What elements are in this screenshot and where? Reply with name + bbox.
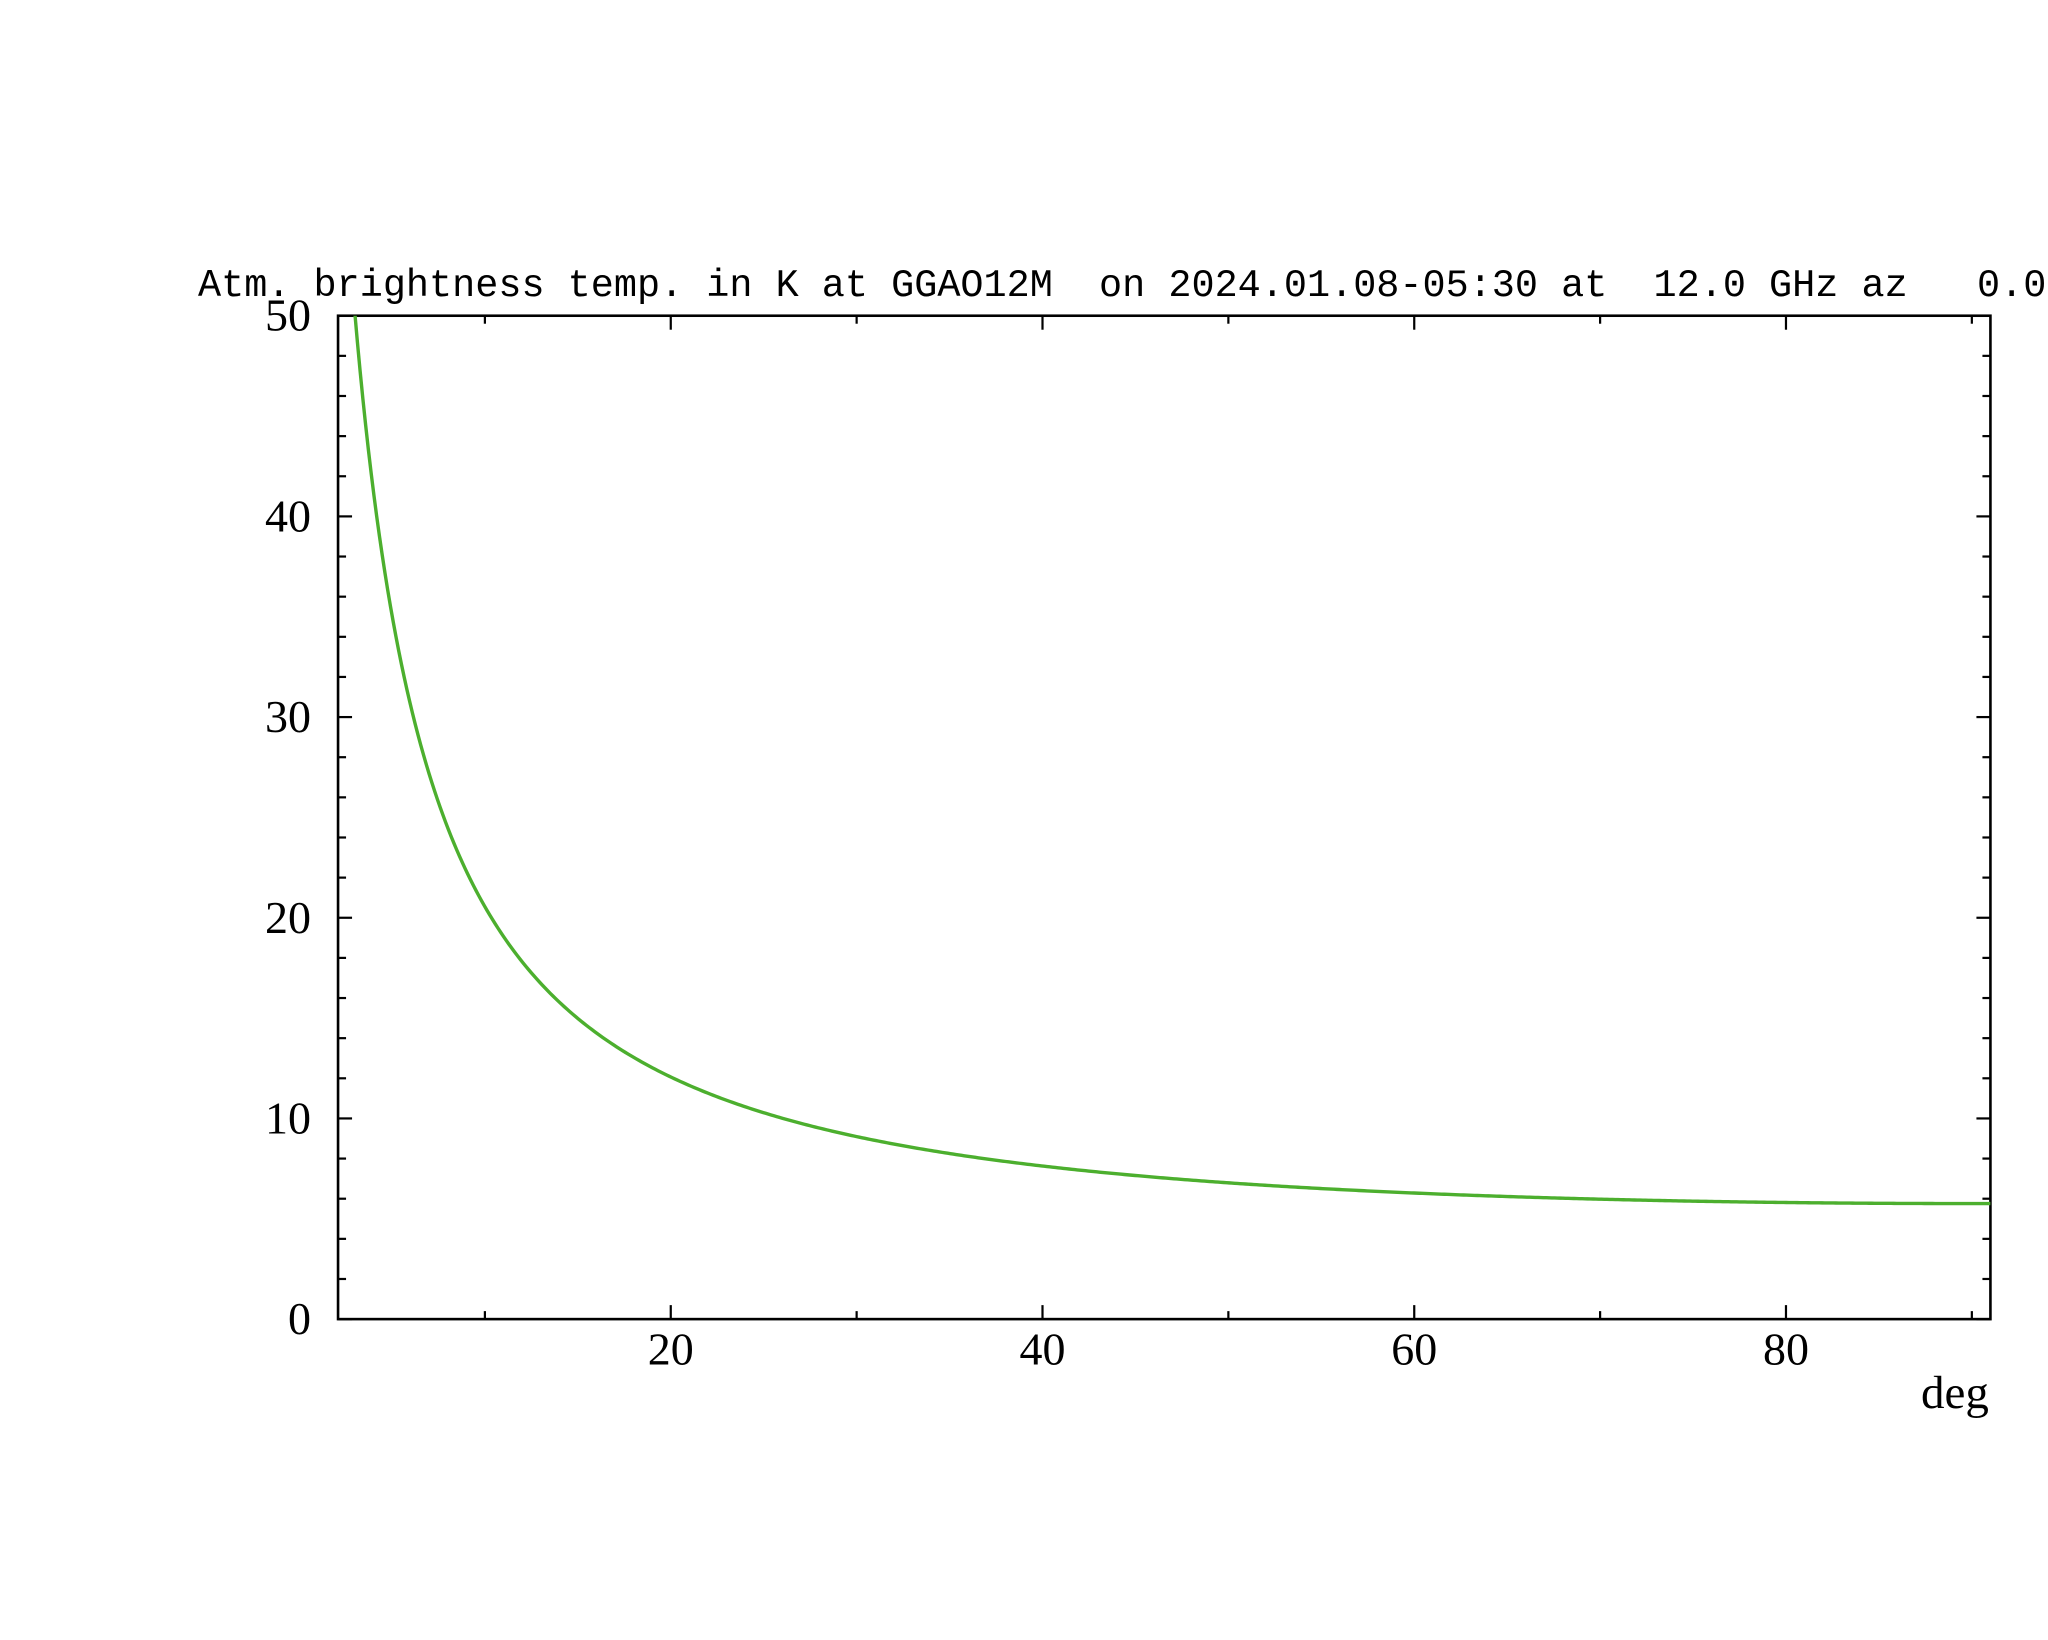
svg-text:40: 40 <box>1020 1323 1066 1374</box>
svg-text:40: 40 <box>265 490 311 541</box>
svg-text:deg: deg <box>1921 1367 1989 1419</box>
svg-text:Atm. brightness temp. in K at: Atm. brightness temp. in K at GGAO12M on… <box>198 264 2046 308</box>
svg-text:20: 20 <box>265 892 311 943</box>
svg-text:30: 30 <box>265 691 311 742</box>
svg-text:20: 20 <box>648 1323 694 1374</box>
svg-text:10: 10 <box>265 1092 311 1143</box>
svg-text:80: 80 <box>1763 1323 1809 1374</box>
svg-text:0: 0 <box>288 1293 311 1344</box>
svg-text:60: 60 <box>1391 1323 1437 1374</box>
svg-text:50: 50 <box>265 290 311 341</box>
